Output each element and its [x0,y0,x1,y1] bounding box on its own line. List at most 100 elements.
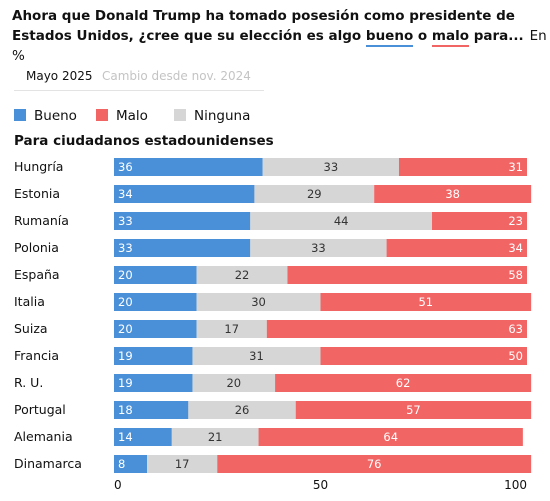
title-text-or: o [413,28,432,44]
data-label-malo-hungria: 31 [508,160,523,174]
data-label-bueno-francia: 19 [118,349,133,363]
data-label-bueno-polonia: 33 [118,241,133,255]
bar-ninguna-espana [196,266,288,284]
data-label-malo-espana: 58 [508,268,523,282]
data-label-malo-estonia: 38 [445,187,460,201]
category-label-italia: Italia [14,294,45,309]
tab-divider [14,90,264,91]
data-label-bueno-dinamarca: 8 [118,457,125,471]
data-label-bueno-suiza: 20 [118,322,133,336]
data-label-ninguna-polonia: 33 [311,241,326,255]
x-tick-label-0: 0 [114,478,122,492]
data-label-bueno-estonia: 34 [118,187,133,201]
bar-malo-espana [287,266,527,284]
bar-ninguna-francia [192,347,321,365]
bar-bueno-rumania [114,212,251,230]
data-label-bueno-portugal: 18 [118,403,133,417]
bar-bueno-suiza [114,320,197,338]
legend-swatch-bad [96,109,108,121]
bar-bueno-polonia [114,239,251,257]
bar-bueno-italia [114,293,197,311]
bar-bueno-espana [114,266,197,284]
data-label-malo-francia: 50 [508,349,523,363]
bar-malo-suiza [266,320,527,338]
bar-ninguna-estonia [254,185,375,203]
category-label-portugal: Portugal [14,402,66,417]
data-label-malo-rumania: 23 [508,214,523,228]
bar-bueno-hungria [114,158,263,176]
bar-bueno-estonia [114,185,255,203]
bar-bueno-alemania [114,428,172,446]
title-word-bad: malo [431,28,470,47]
chart-subtitle: Para ciudadanos estadounidenses [14,133,274,149]
data-label-bueno-espana: 20 [118,268,133,282]
chart-title: Ahora que Donald Trump ha tomado posesió… [12,6,548,66]
data-label-malo-dinamarca: 76 [367,457,382,471]
data-label-malo-portugal: 57 [406,403,421,417]
category-label-hungria: Hungría [14,159,63,174]
legend-swatch-good [14,109,26,121]
data-label-ninguna-estonia: 29 [307,187,322,201]
bar-malo-hungria [398,158,527,176]
bar-malo-dinamarca [217,455,532,473]
category-label-espana: España [14,267,60,282]
data-label-ninguna-alemania: 21 [208,430,223,444]
title-text-2: para... [469,28,524,44]
bar-ninguna-rumania [250,212,433,230]
x-tick-label-50: 50 [313,478,328,492]
bar-malo-italia [320,293,532,311]
bar-malo-rumania [432,212,527,230]
data-label-bueno-r-u: 19 [118,376,133,390]
bar-bueno-francia [114,347,193,365]
data-label-ninguna-dinamarca: 17 [175,457,190,471]
bar-ninguna-portugal [188,401,296,419]
category-label-francia: Francia [14,348,59,363]
data-label-ninguna-rumania: 44 [334,214,349,228]
data-label-malo-polonia: 34 [508,241,523,255]
category-label-rumania: Rumanía [14,213,69,228]
data-label-ninguna-suiza: 17 [224,322,239,336]
bar-bueno-portugal [114,401,189,419]
x-tick-label-100: 100 [504,478,527,492]
bar-bueno-dinamarca [114,455,148,473]
bar-ninguna-italia [196,293,321,311]
bar-bueno-r-u [114,374,193,392]
bar-ninguna-suiza [196,320,267,338]
category-label-dinamarca: Dinamarca [14,456,82,471]
data-label-bueno-rumania: 33 [118,214,133,228]
bar-ninguna-polonia [250,239,387,257]
data-label-malo-italia: 51 [418,295,433,309]
data-label-malo-suiza: 63 [508,322,523,336]
category-label-estonia: Estonia [14,186,60,201]
data-label-ninguna-francia: 31 [249,349,264,363]
data-label-bueno-alemania: 14 [118,430,133,444]
tab-change-since-nov-2024[interactable]: Cambio desde nov. 2024 [102,69,251,83]
title-word-good: bueno [365,28,414,47]
legend-label-bad: Malo [116,108,148,124]
legend-swatch-none [174,109,186,121]
bar-malo-francia [320,347,527,365]
data-label-ninguna-portugal: 26 [235,403,250,417]
legend-item-bad: Malo [96,108,148,124]
bar-ninguna-dinamarca [147,455,218,473]
category-label-alemania: Alemania [14,429,73,444]
category-label-r-u: R. U. [14,375,43,390]
data-label-ninguna-espana: 22 [235,268,250,282]
data-label-bueno-hungria: 36 [118,160,133,174]
bar-malo-r-u [275,374,532,392]
tab-bar: Mayo 2025 Cambio desde nov. 2024 [14,66,534,92]
bar-malo-alemania [258,428,523,446]
data-label-bueno-italia: 20 [118,295,133,309]
category-label-polonia: Polonia [14,240,59,255]
data-label-malo-alemania: 64 [383,430,398,444]
bar-ninguna-r-u [192,374,276,392]
legend-label-good: Bueno [34,108,77,124]
category-label-suiza: Suiza [14,321,48,336]
legend-item-none: Ninguna [174,108,250,124]
title-text-1: Ahora que Donald Trump ha tomado posesió… [12,8,515,44]
bar-malo-polonia [386,239,527,257]
data-label-ninguna-hungria: 33 [324,160,339,174]
bar-malo-portugal [295,401,532,419]
data-label-ninguna-r-u: 20 [226,376,241,390]
